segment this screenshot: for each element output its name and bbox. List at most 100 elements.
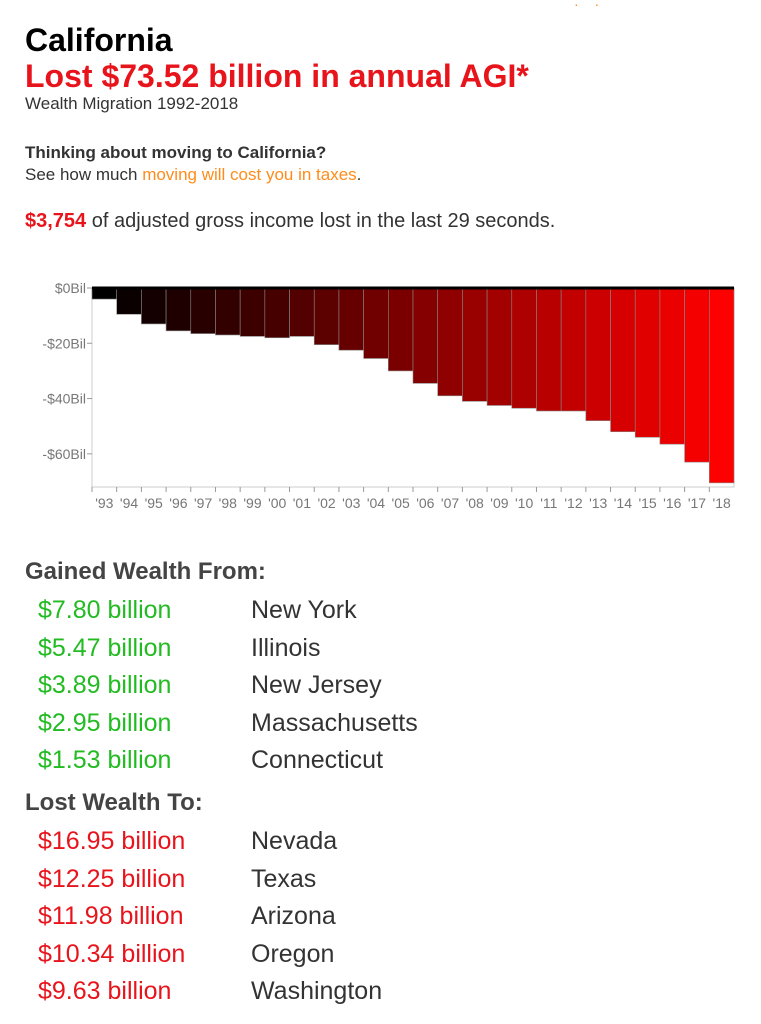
bar-21 xyxy=(610,287,636,433)
bar-1 xyxy=(116,287,142,315)
x-tick-label-21: '14 xyxy=(614,495,632,511)
gained-row: $5.47 billion Illinois xyxy=(38,634,320,666)
row-amount: $3.89 billion xyxy=(38,671,172,699)
x-tick-label-1: '94 xyxy=(120,495,138,511)
row-amount: $11.98 billion xyxy=(38,902,184,930)
row-state: Connecticut xyxy=(251,746,384,774)
x-tick-label-3: '96 xyxy=(169,495,187,511)
lost-row: $9.63 billion Washington xyxy=(38,977,382,1009)
row-state: Oregon xyxy=(251,939,335,968)
moving-text: See how much moving will cost you in tax… xyxy=(25,164,361,186)
x-tick-label-14: '07 xyxy=(441,495,459,511)
row-state: Arizona xyxy=(251,902,336,930)
row-state: Illinois xyxy=(251,633,321,662)
counter-amount: $3,754 xyxy=(25,210,87,232)
moving-suffix: . xyxy=(356,165,362,184)
x-tick-label-9: '02 xyxy=(317,495,335,511)
x-tick-label-12: '05 xyxy=(392,495,410,511)
row-amount: $16.95 billion xyxy=(38,827,186,855)
row-state: New Jersey xyxy=(251,671,382,699)
bar-18 xyxy=(536,287,562,412)
counter-text: of adjusted gross income lost in the las… xyxy=(86,210,556,232)
x-tick-label-13: '06 xyxy=(416,495,434,511)
y-tick-label-3: -$60Bil xyxy=(42,446,86,462)
lost-title: Lost Wealth To: xyxy=(25,789,203,816)
x-tick-label-15: '08 xyxy=(466,495,484,511)
x-tick-label-8: '01 xyxy=(293,495,311,511)
row-amount: $12.25 billion xyxy=(38,864,186,893)
bar-17 xyxy=(511,287,537,409)
x-tick-label-19: '12 xyxy=(564,495,582,511)
wealth-migration-chart: $0Bil -$20Bil -$40Bil -$60Bil '93 '94 '95 '96 '9… xyxy=(42,280,735,511)
row-amount: $5.47 billion xyxy=(38,633,172,662)
bar-24 xyxy=(684,287,710,463)
bar-4 xyxy=(190,287,216,334)
bar-13 xyxy=(412,287,438,384)
row-state: Massachusetts xyxy=(251,708,418,737)
bar-20 xyxy=(585,287,611,421)
bar-7 xyxy=(264,287,290,339)
x-tick-label-10: '03 xyxy=(342,495,360,511)
bar-19 xyxy=(560,287,587,412)
lost-row: $12.25 billion Texas xyxy=(38,865,316,897)
row-state: Texas xyxy=(251,864,317,893)
bar-5 xyxy=(215,287,241,336)
x-tick-label-0: '93 xyxy=(95,495,113,511)
y-tick-label-1: -$20Bil xyxy=(42,335,86,351)
page-title: California xyxy=(25,22,173,58)
moving-callout: Thinking about moving to California? See… xyxy=(25,142,361,186)
bar-6 xyxy=(239,287,266,337)
x-tick-label-2: '95 xyxy=(145,495,163,511)
subtitle: Wealth Migration 1992-2018 xyxy=(25,94,239,113)
x-tick-label-22: '15 xyxy=(638,495,656,511)
y-tick-label-0: $0Bil xyxy=(55,280,86,296)
bar-0 xyxy=(91,287,117,300)
x-tick-label-23: '16 xyxy=(663,495,681,511)
bar-3 xyxy=(165,287,192,332)
headline: Lost $73.52 billion in annual AGI* xyxy=(25,58,529,94)
lost-row: $10.34 billion Oregon xyxy=(38,940,334,972)
bar-16 xyxy=(486,287,513,406)
row-state: New York xyxy=(251,596,357,624)
bar-22 xyxy=(634,287,661,438)
x-tick-label-5: '98 xyxy=(219,495,237,511)
gained-row: $3.89 billion New Jersey xyxy=(38,671,382,703)
gained-title: Gained Wealth From: xyxy=(25,558,266,585)
agi-counter: $3,754 of adjusted gross income lost in … xyxy=(25,210,555,233)
x-tick-label-4: '97 xyxy=(194,495,212,511)
y-tick-label-2: -$40Bil xyxy=(42,391,86,407)
bar-12 xyxy=(388,287,414,372)
bar-9 xyxy=(313,287,340,345)
bar-25 xyxy=(709,287,735,484)
lost-row: $11.98 billion Arizona xyxy=(38,902,336,934)
bar-15 xyxy=(462,287,488,402)
bar-14 xyxy=(437,287,463,397)
x-tick-label-7: '00 xyxy=(268,495,286,511)
row-amount: $7.80 billion xyxy=(38,596,172,624)
x-tick-label-20: '13 xyxy=(589,495,607,511)
x-tick-label-16: '09 xyxy=(490,495,508,511)
row-state: Washington xyxy=(251,977,383,1005)
gained-row: $7.80 billion New York xyxy=(38,596,357,628)
bar-10 xyxy=(338,287,364,351)
moving-prefix: See how much xyxy=(25,165,143,184)
gained-row: $2.95 billion Massachusetts xyxy=(38,709,418,741)
bar-2 xyxy=(141,287,167,325)
bar-11 xyxy=(363,287,389,359)
bar-8 xyxy=(289,287,315,337)
top-decoration: · · xyxy=(574,0,606,12)
row-amount: $9.63 billion xyxy=(38,977,172,1005)
x-tick-label-6: '99 xyxy=(243,495,261,511)
row-state: Nevada xyxy=(251,827,338,855)
x-tick-label-11: '04 xyxy=(367,495,385,511)
x-tick-label-18: '11 xyxy=(540,495,557,511)
row-amount: $2.95 billion xyxy=(38,708,172,737)
moving-cost-link[interactable]: moving will cost you in taxes xyxy=(142,165,357,184)
gained-row: $1.53 billion Connecticut xyxy=(38,746,383,778)
x-tick-label-17: '10 xyxy=(515,495,533,511)
lost-row: $16.95 billion Nevada xyxy=(38,827,337,859)
row-amount: $1.53 billion xyxy=(38,746,172,774)
x-tick-label-25: '18 xyxy=(713,495,731,511)
moving-question: Thinking about moving to California? xyxy=(25,143,327,162)
x-tick-label-24: '17 xyxy=(688,495,706,511)
